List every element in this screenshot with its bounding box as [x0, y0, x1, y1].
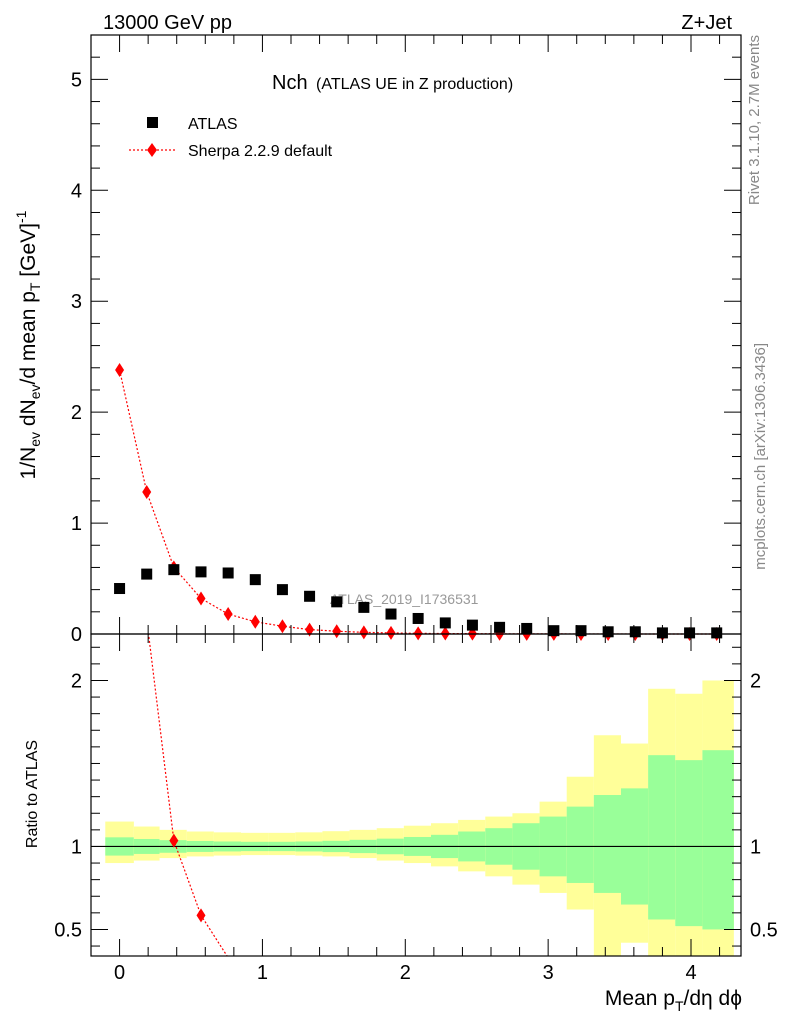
atlas-point: [412, 612, 424, 624]
atlas-point: [168, 564, 180, 576]
chart-title: Nch (ATLAS UE in Z production): [272, 72, 513, 94]
main-ytick-label: 2: [71, 402, 82, 424]
atlas-point: [548, 625, 560, 637]
ratio-ytick-label: 1: [71, 836, 82, 858]
ratio-sherpa-point: [196, 908, 206, 923]
main-ylabel: 1/Nev dNev/d mean pT [GeV]-1: [13, 210, 43, 479]
atlas-point: [331, 596, 343, 608]
ratio-band-inner: [593, 795, 621, 893]
ratio-band-inner: [566, 806, 594, 883]
ratio-xtick-label: 4: [685, 962, 696, 984]
atlas-point: [276, 584, 288, 596]
ratio-ytick-label-right: 0.5: [750, 919, 778, 941]
ratio-band-inner: [675, 760, 703, 927]
sherpa-point: [142, 485, 152, 500]
chart-title-main: Nch: [272, 72, 308, 94]
atlas-point: [575, 625, 587, 637]
sherpa-point: [196, 591, 206, 606]
sherpa-point: [305, 622, 315, 637]
ratio-frame: [90, 633, 742, 957]
sherpa-point: [223, 607, 233, 622]
ratio-band-inner: [648, 755, 676, 920]
analysis-watermark: ATLAS_2019_I1736531: [330, 591, 479, 607]
ratio-ytick-label: 0.5: [54, 919, 82, 941]
atlas-point: [222, 567, 234, 579]
main-plot-marks: [114, 362, 723, 641]
ratio-xtick-label: 1: [257, 962, 268, 984]
atlas-point: [249, 574, 261, 586]
main-ytick-label: 1: [71, 513, 82, 535]
sherpa-point: [386, 625, 396, 640]
sherpa-point: [413, 626, 423, 641]
mcplots-label: mcplots.cern.ch [arXiv:1306.3436]: [752, 343, 769, 570]
ratio-xtick-label: 3: [543, 962, 554, 984]
chart-title-sub: (ATLAS UE in Z production): [316, 76, 513, 93]
legend: ATLAS Sherpa 2.2.9 default: [129, 116, 333, 160]
atlas-point: [711, 627, 723, 639]
atlas-point: [195, 566, 207, 578]
sherpa-point: [332, 624, 342, 639]
legend-atlas-marker: [147, 117, 158, 128]
ratio-ylabel: Ratio to ATLAS: [24, 740, 41, 848]
legend-atlas-label: ATLAS: [188, 116, 238, 133]
atlas-point: [602, 626, 614, 638]
sherpa-point: [115, 362, 125, 377]
atlas-point: [439, 617, 451, 629]
ratio-xtick-label: 2: [400, 962, 411, 984]
ratio-xtick-label: 0: [114, 962, 125, 984]
atlas-point: [629, 626, 641, 638]
legend-sherpa-marker: [147, 143, 157, 157]
axes: 0 1 2 3 4 5 0.5 0.5 1 1 2 2 0 1 2 3 4: [54, 34, 778, 984]
sherpa-point: [359, 625, 369, 640]
ratio-plot-marks: [91, 634, 741, 956]
ratio-ytick-label: 2: [71, 670, 82, 692]
header-right: Z+Jet: [681, 12, 732, 34]
main-ytick-label: 3: [71, 291, 82, 313]
atlas-point: [684, 627, 696, 639]
ratio-band-inner: [702, 750, 734, 930]
ratio-ytick-label-right: 1: [750, 836, 761, 858]
header-left: 13000 GeV pp: [103, 12, 232, 34]
ratio-sherpa-point: [169, 833, 179, 848]
ratio-ytick-label-right: 2: [750, 670, 761, 692]
atlas-point: [521, 622, 533, 634]
ratio-sherpa-line: [147, 634, 228, 956]
legend-sherpa-label: Sherpa 2.2.9 default: [188, 143, 333, 160]
rivet-label: Rivet 3.1.10, 2.7M events: [746, 35, 763, 205]
ratio-xlabel: Mean pT/dη dϕ: [605, 987, 742, 1014]
atlas-point: [358, 601, 370, 613]
atlas-point: [494, 621, 506, 633]
atlas-point: [141, 568, 153, 580]
sherpa-point: [277, 619, 287, 634]
atlas-point: [114, 583, 126, 595]
atlas-point: [466, 619, 478, 631]
main-ytick-label: 0: [71, 624, 82, 646]
atlas-point: [385, 608, 397, 620]
sherpa-point: [250, 614, 260, 629]
main-ytick-label: 4: [71, 180, 82, 202]
main-ytick-label: 5: [71, 69, 82, 91]
atlas-point: [304, 590, 316, 602]
